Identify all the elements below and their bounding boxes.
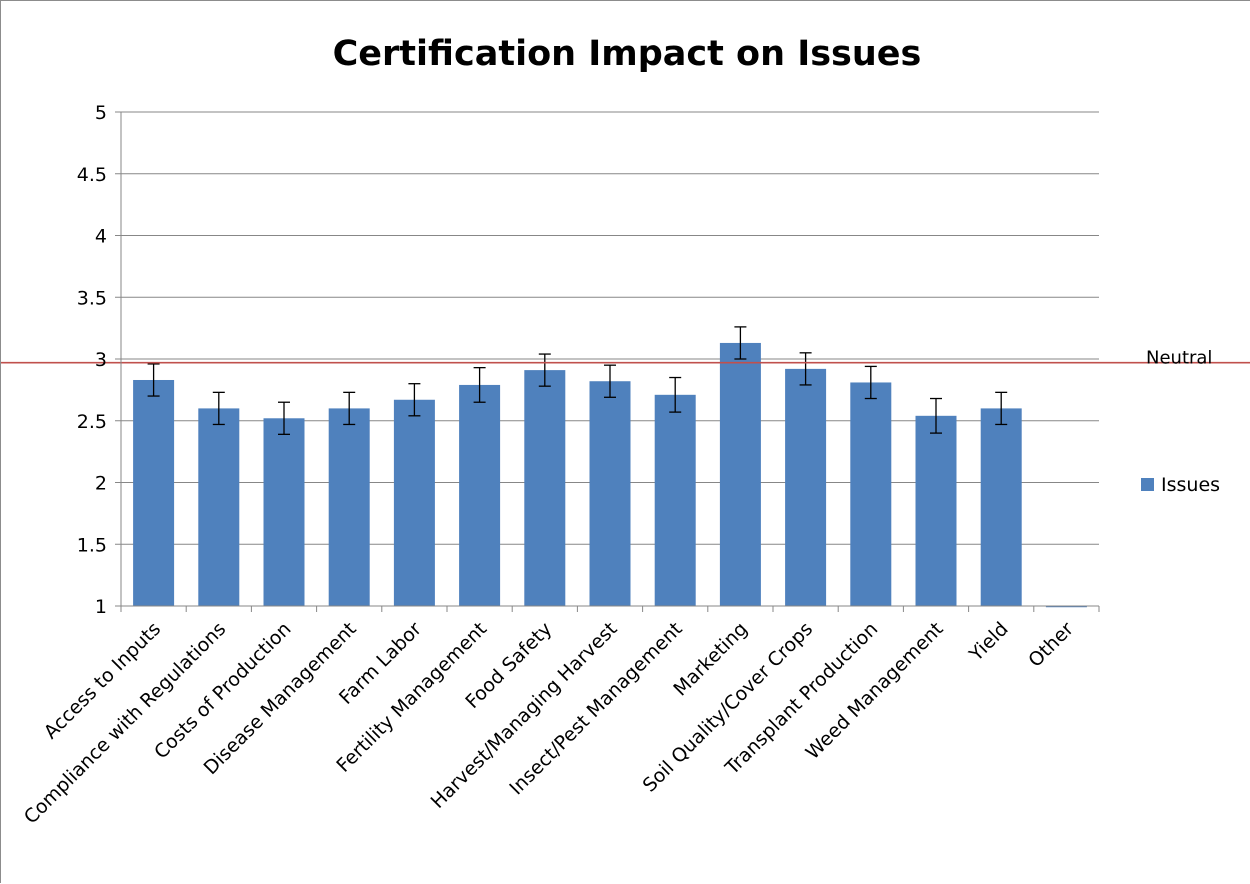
bar	[915, 415, 957, 606]
x-tick-label: Other	[1024, 618, 1078, 672]
x-tick-label: Yield	[964, 618, 1012, 666]
y-tick-label: 2	[95, 473, 107, 495]
y-tick-label: 3	[95, 349, 107, 371]
x-tick-label: Access to Inputs	[40, 618, 165, 743]
bar	[133, 379, 175, 606]
reference-line-group: Neutral	[1, 348, 1250, 369]
legend: Issues	[1141, 474, 1220, 496]
neutral-label: Neutral	[1146, 348, 1212, 369]
bar	[850, 382, 892, 606]
y-tick-label: 1	[95, 596, 107, 618]
y-tick-label: 4.5	[77, 164, 107, 186]
bar	[654, 394, 696, 606]
bar	[1045, 606, 1087, 608]
y-tick-labels: 1 1.5 2 2.5 3 3.5 4 4.5 5	[77, 102, 107, 618]
bar	[589, 381, 631, 606]
bar	[524, 370, 566, 606]
bar	[459, 384, 501, 606]
bar	[328, 408, 370, 606]
y-tick-label: 4	[95, 226, 107, 248]
y-tick-label: 3.5	[77, 287, 107, 309]
bar	[980, 408, 1022, 606]
bar	[263, 418, 305, 606]
error-bars	[147, 326, 1008, 435]
bar	[393, 399, 435, 606]
chart-title: Certification Impact on Issues	[333, 34, 922, 74]
bar	[785, 368, 827, 606]
y-tick-label: 1.5	[77, 534, 107, 556]
bar	[719, 342, 761, 606]
bar	[198, 408, 240, 606]
y-tick-label: 5	[95, 102, 107, 124]
axes	[115, 111, 1100, 612]
legend-label: Issues	[1161, 474, 1220, 496]
bars	[133, 342, 1087, 608]
y-tick-label: 2.5	[77, 411, 107, 433]
legend-swatch	[1141, 478, 1154, 491]
